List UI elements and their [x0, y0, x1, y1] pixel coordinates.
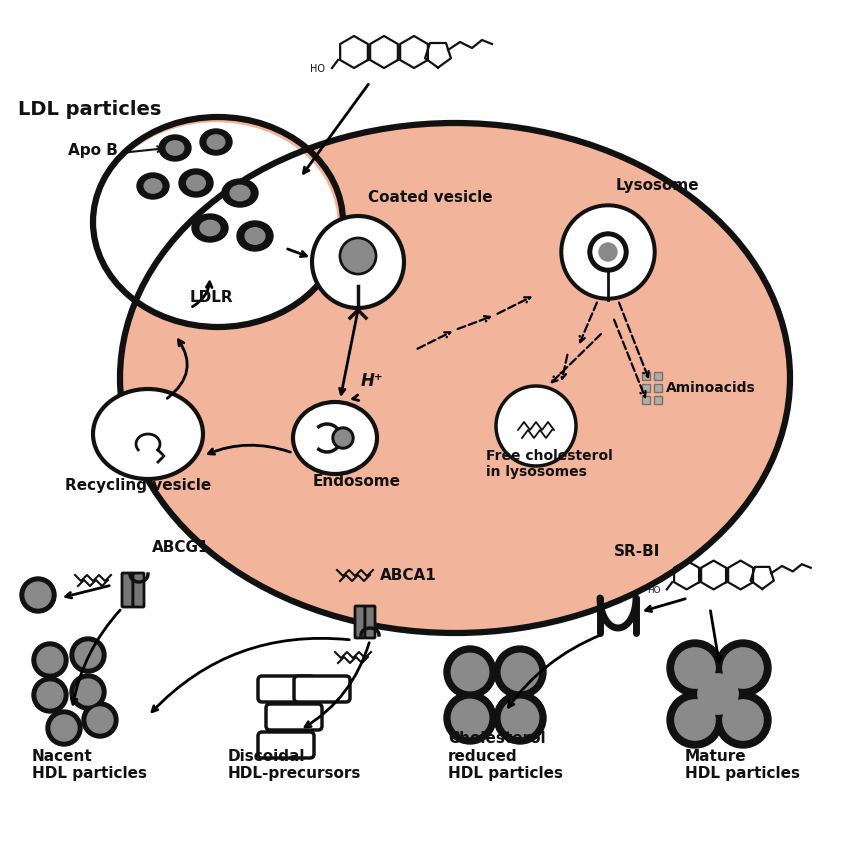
FancyBboxPatch shape — [642, 384, 650, 392]
Text: Recycling vesicle: Recycling vesicle — [65, 478, 212, 493]
Text: SR-BI: SR-BI — [614, 544, 660, 559]
FancyBboxPatch shape — [642, 396, 650, 404]
FancyBboxPatch shape — [654, 384, 662, 392]
Text: LDLR: LDLR — [190, 290, 234, 305]
Text: ABCA1: ABCA1 — [380, 568, 437, 583]
Circle shape — [332, 427, 354, 449]
Circle shape — [564, 208, 652, 296]
Circle shape — [444, 692, 496, 744]
Ellipse shape — [95, 123, 337, 325]
Circle shape — [593, 237, 623, 267]
Ellipse shape — [167, 141, 184, 156]
Circle shape — [502, 699, 539, 737]
Circle shape — [75, 642, 101, 668]
Ellipse shape — [93, 117, 343, 327]
Circle shape — [70, 637, 106, 673]
Ellipse shape — [187, 175, 206, 191]
Ellipse shape — [120, 123, 790, 633]
Circle shape — [32, 677, 68, 713]
Circle shape — [599, 243, 617, 261]
Text: H⁺: H⁺ — [361, 372, 383, 390]
FancyBboxPatch shape — [654, 396, 662, 404]
Circle shape — [560, 204, 656, 300]
FancyBboxPatch shape — [365, 606, 375, 638]
Circle shape — [82, 702, 118, 738]
Circle shape — [675, 700, 715, 740]
Circle shape — [675, 648, 715, 688]
FancyBboxPatch shape — [122, 573, 133, 607]
Ellipse shape — [230, 185, 250, 200]
Circle shape — [70, 674, 106, 710]
Text: ABCG1: ABCG1 — [152, 540, 209, 555]
Text: Lysosome: Lysosome — [616, 178, 700, 193]
Text: Aminoacids: Aminoacids — [666, 381, 756, 395]
Text: LDL particles: LDL particles — [18, 100, 162, 119]
Circle shape — [20, 577, 56, 613]
Circle shape — [314, 218, 402, 306]
Text: Endosome: Endosome — [313, 474, 401, 489]
FancyBboxPatch shape — [258, 732, 314, 758]
FancyBboxPatch shape — [133, 573, 144, 607]
Ellipse shape — [137, 173, 169, 199]
Ellipse shape — [159, 135, 191, 161]
Circle shape — [37, 682, 63, 708]
Circle shape — [667, 640, 723, 696]
Text: Coated vesicle: Coated vesicle — [368, 190, 493, 205]
Ellipse shape — [179, 169, 213, 197]
Ellipse shape — [222, 179, 258, 207]
Circle shape — [451, 653, 489, 690]
Circle shape — [75, 679, 101, 705]
Circle shape — [722, 700, 763, 740]
Circle shape — [494, 646, 546, 698]
FancyBboxPatch shape — [654, 372, 662, 380]
Circle shape — [451, 699, 489, 737]
Circle shape — [46, 710, 82, 746]
Text: Cholesterol
reduced
HDL particles: Cholesterol reduced HDL particles — [448, 731, 563, 781]
Circle shape — [502, 653, 539, 690]
Circle shape — [588, 232, 628, 272]
Text: Free cholesterol
in lysosomes: Free cholesterol in lysosomes — [486, 448, 613, 479]
Ellipse shape — [245, 228, 265, 245]
Circle shape — [87, 707, 113, 733]
Circle shape — [698, 674, 738, 715]
Text: Nacent
HDL particles: Nacent HDL particles — [32, 748, 147, 781]
Text: Discoidal
HDL-precursors: Discoidal HDL-precursors — [228, 748, 361, 781]
Ellipse shape — [295, 404, 375, 472]
FancyBboxPatch shape — [355, 606, 365, 638]
Ellipse shape — [192, 214, 228, 242]
Circle shape — [722, 648, 763, 688]
Text: Apo B: Apo B — [68, 143, 118, 158]
Circle shape — [498, 388, 574, 464]
FancyBboxPatch shape — [294, 676, 350, 702]
Ellipse shape — [95, 119, 341, 325]
Circle shape — [335, 430, 351, 446]
Ellipse shape — [200, 129, 232, 155]
Circle shape — [342, 240, 374, 272]
Ellipse shape — [95, 391, 201, 477]
Circle shape — [37, 647, 63, 673]
Text: HO: HO — [648, 586, 661, 595]
Text: Mature
HDL particles: Mature HDL particles — [685, 748, 800, 781]
Circle shape — [667, 692, 723, 748]
Ellipse shape — [207, 135, 224, 149]
Circle shape — [715, 640, 771, 696]
FancyBboxPatch shape — [642, 372, 650, 380]
Circle shape — [25, 582, 51, 608]
Circle shape — [715, 692, 771, 748]
Circle shape — [32, 642, 68, 678]
Circle shape — [690, 666, 746, 722]
Text: HO: HO — [310, 64, 326, 74]
FancyBboxPatch shape — [266, 704, 322, 730]
Circle shape — [444, 646, 496, 698]
FancyBboxPatch shape — [258, 676, 314, 702]
Ellipse shape — [144, 179, 162, 194]
Circle shape — [51, 715, 77, 741]
Ellipse shape — [237, 221, 273, 251]
Circle shape — [494, 692, 546, 744]
Ellipse shape — [200, 220, 220, 236]
